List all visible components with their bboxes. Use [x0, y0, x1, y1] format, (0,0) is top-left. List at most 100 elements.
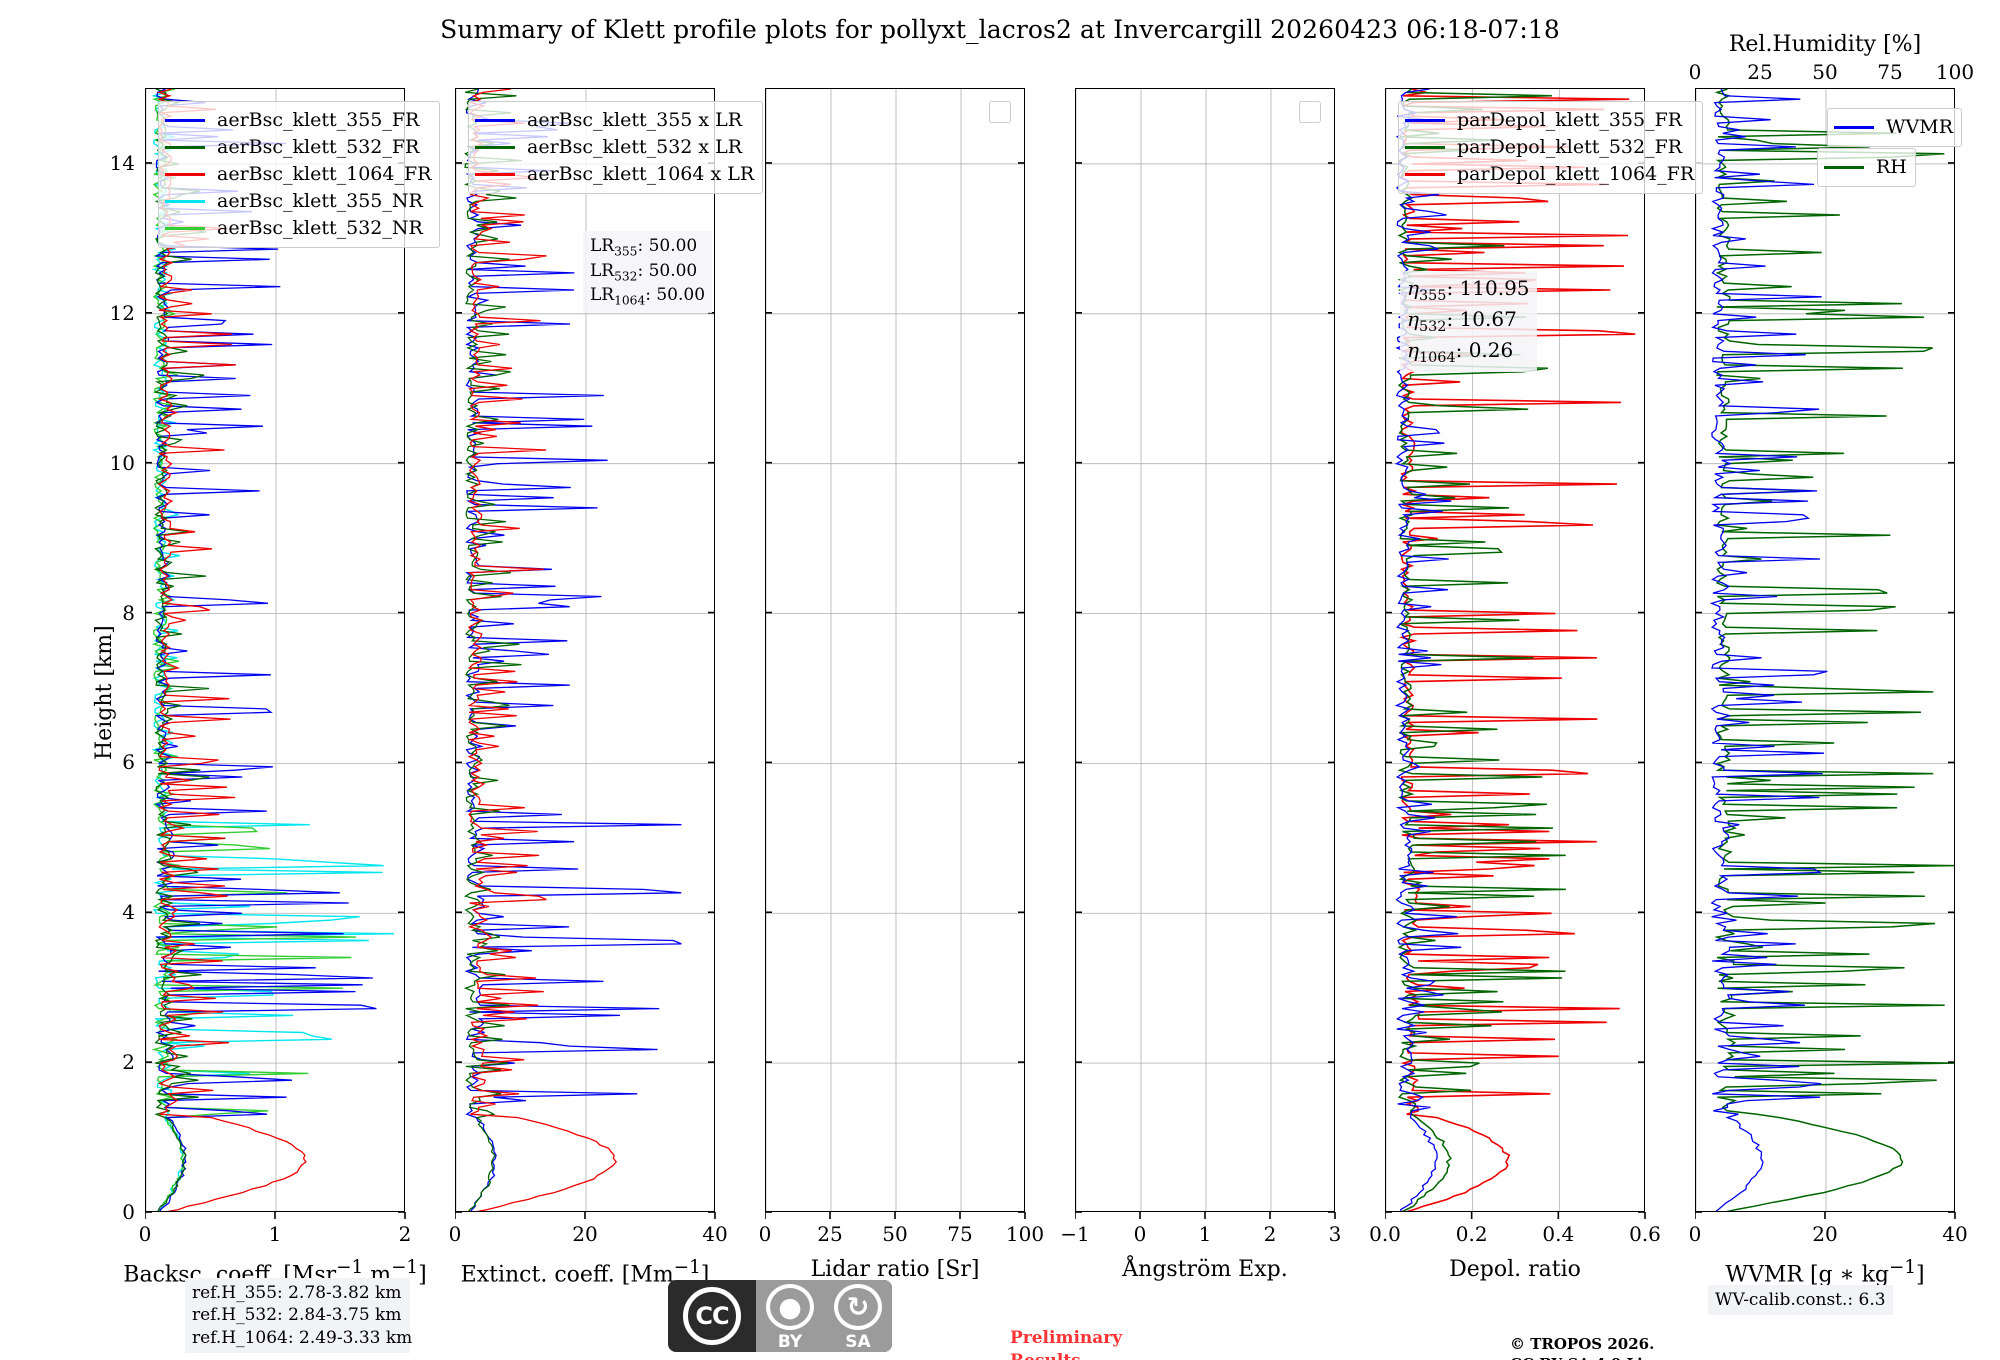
- plot-area-extinction: [456, 89, 714, 1211]
- cc-sa-label: SA: [845, 1332, 871, 1352]
- legend-item-aerbsc-klett-1064-x-lr[interactable]: aerBsc_klett_1064 x LR: [475, 161, 754, 188]
- y-tick-8: 8: [122, 600, 135, 625]
- x-tick-angstrom-0: −1: [1060, 1222, 1090, 1246]
- x-tick-lidar-ratio-1: 25: [817, 1222, 843, 1246]
- legend-color-swatch: [165, 227, 205, 230]
- tropos-line-2: CC BY SA 4.0 License.: [1510, 1354, 1696, 1360]
- x-tick-wvmr-2: 40: [1942, 1222, 1968, 1246]
- preliminary-note: Preliminary Results.: [1010, 1327, 1122, 1360]
- preliminary-line-2: Results.: [1010, 1350, 1122, 1360]
- plot-panel-lidar-ratio: [765, 88, 1025, 1212]
- x-tick-angstrom-3: 2: [1263, 1222, 1277, 1246]
- cc-logo-circle: CC: [683, 1287, 741, 1345]
- top-axis-label-rh: Rel.Humidity [%]: [1728, 32, 1922, 57]
- legend-color-swatch: [165, 146, 205, 149]
- eta-532: η532: 10.67: [1407, 307, 1517, 336]
- x-tick-lidar-ratio-0: 0: [758, 1222, 772, 1246]
- legend-label: parDepol_klett_532_FR: [1457, 136, 1683, 158]
- legend-item-aerbsc-klett-355-fr[interactable]: aerBsc_klett_355_FR: [165, 107, 431, 134]
- plot-panel-depolarization: [1385, 88, 1645, 1212]
- x-tick-wvmr-1: 20: [1812, 1222, 1838, 1246]
- legend-color-swatch: [475, 173, 515, 176]
- rh-top-tick-0: 0: [1688, 60, 1702, 84]
- legend-color-swatch: [165, 119, 205, 122]
- legend-item-aerbsc-klett-1064-fr[interactable]: aerBsc_klett_1064_FR: [165, 161, 431, 188]
- legend-item-aerbsc-klett-532-x-lr[interactable]: aerBsc_klett_532 x LR: [475, 134, 754, 161]
- y-tick-6: 6: [122, 750, 135, 775]
- lidar-ratio-1064: LR1064: 50.00: [590, 285, 706, 308]
- legend-label: RH: [1876, 156, 1907, 178]
- x-tick-lidar-ratio-4: 100: [1005, 1222, 1045, 1246]
- x-tick-backscatter-0: 0: [138, 1222, 152, 1246]
- ref-height-355: ref.H_355: 2.78-3.82 km: [192, 1283, 402, 1303]
- plot-panel-wvmr: [1695, 88, 1955, 1212]
- legend-color-swatch: [1405, 173, 1445, 176]
- legend-depolarization[interactable]: parDepol_klett_355_FR parDepol_klett_532_…: [1398, 101, 1704, 194]
- legend-item-pardepol-klett-532-fr[interactable]: parDepol_klett_532_FR: [1405, 134, 1694, 161]
- wv-calib-box: WV-calib.const.: 6.3: [1708, 1285, 1893, 1316]
- legend-label: parDepol_klett_1064_FR: [1457, 163, 1695, 185]
- legend-color-swatch: [165, 200, 205, 203]
- x-tick-depolarization-0: 0.0: [1369, 1222, 1401, 1246]
- legend-empty-lidar-ratio[interactable]: [989, 101, 1011, 123]
- x-tick-backscatter-2: 2: [398, 1222, 412, 1246]
- legend-rh[interactable]: RH: [1817, 148, 1916, 187]
- eta-1064: η1064: 0.26: [1407, 338, 1514, 367]
- legend-color-swatch: [475, 146, 515, 149]
- legend-color-swatch: [1824, 166, 1864, 169]
- plot-area-backscatter: [146, 89, 404, 1211]
- x-axis-label-depolarization: Depol. ratio: [1449, 1257, 1581, 1282]
- tropos-line-1: © TROPOS 2026.: [1510, 1335, 1655, 1353]
- x-tick-depolarization-3: 0.6: [1629, 1222, 1661, 1246]
- cc-license-badge: CC ● BY ↻ SA: [668, 1280, 892, 1352]
- legend-color-swatch: [1405, 146, 1445, 149]
- x-tick-backscatter-1: 1: [268, 1222, 282, 1246]
- plot-area-angstrom: [1076, 89, 1334, 1211]
- x-axis-label-angstrom: Ångström Exp.: [1122, 1257, 1288, 1282]
- tropos-copyright: © TROPOS 2026. CC BY SA 4.0 License.: [1510, 1334, 1696, 1360]
- legend-item-aerbsc-klett-532-fr[interactable]: aerBsc_klett_532_FR: [165, 134, 431, 161]
- x-tick-extinction-1: 20: [572, 1222, 598, 1246]
- eta-355: η355: 110.95: [1407, 276, 1530, 304]
- y-axis-label: Height [km]: [92, 625, 117, 760]
- legend-color-swatch: [475, 119, 515, 122]
- y-tick-12: 12: [109, 300, 135, 325]
- legend-wvmr[interactable]: WVMR: [1827, 108, 1963, 147]
- y-tick-4: 4: [122, 900, 135, 925]
- preliminary-line-1: Preliminary: [1010, 1328, 1123, 1348]
- plot-area-wvmr: [1696, 89, 1954, 1211]
- ref-heights-box: ref.H_355: 2.78-3.82 km ref.H_532: 2.84-…: [185, 1278, 413, 1354]
- legend-empty-angstrom[interactable]: [1299, 101, 1321, 123]
- page-title: Summary of Klett profile plots for polly…: [440, 15, 1560, 44]
- x-tick-lidar-ratio-2: 50: [882, 1222, 908, 1246]
- x-axis-label-lidar-ratio: Lidar ratio [Sr]: [810, 1257, 980, 1282]
- legend-item-aerbsc-klett-532-nr[interactable]: aerBsc_klett_532_NR: [165, 215, 431, 242]
- rh-top-tick-50: 50: [1812, 60, 1838, 84]
- legend-item-aerbsc-klett-355-x-lr[interactable]: aerBsc_klett_355 x LR: [475, 107, 754, 134]
- wv-calib-value: WV-calib.const.: 6.3: [1715, 1290, 1886, 1310]
- x-tick-extinction-2: 40: [702, 1222, 728, 1246]
- ref-height-1064: ref.H_1064: 2.49-3.33 km: [192, 1327, 413, 1348]
- y-tick-2: 2: [122, 1050, 135, 1075]
- legend-extinction[interactable]: aerBsc_klett_355 x LR aerBsc_klett_532 x …: [468, 101, 764, 194]
- rh-top-tick-25: 25: [1747, 60, 1773, 84]
- legend-label: aerBsc_klett_355_NR: [217, 190, 423, 212]
- ref-height-532: ref.H_532: 2.84-3.75 km: [192, 1305, 402, 1326]
- cc-sa-cell: ↻ SA: [824, 1280, 892, 1352]
- x-axis-label-extinction: Extinct. coeff. [Mm−1]: [460, 1257, 710, 1288]
- legend-label: aerBsc_klett_355_FR: [217, 109, 420, 131]
- legend-item-rh[interactable]: RH: [1824, 154, 1907, 181]
- plot-panel-backscatter: [145, 88, 405, 1212]
- legend-label: aerBsc_klett_1064 x LR: [527, 163, 755, 185]
- legend-item-pardepol-klett-1064-fr[interactable]: parDepol_klett_1064_FR: [1405, 161, 1694, 188]
- legend-backscatter[interactable]: aerBsc_klett_355_FR aerBsc_klett_532_FR ae…: [158, 101, 441, 248]
- legend-item-aerbsc-klett-355-nr[interactable]: aerBsc_klett_355_NR: [165, 188, 431, 215]
- legend-label: aerBsc_klett_532_NR: [217, 217, 423, 239]
- legend-label: aerBsc_klett_355 x LR: [527, 109, 743, 131]
- person-icon: ●: [766, 1284, 814, 1330]
- legend-item-wvmr[interactable]: WVMR: [1834, 114, 1953, 141]
- legend-label: WVMR: [1886, 116, 1954, 138]
- legend-item-pardepol-klett-355-fr[interactable]: parDepol_klett_355_FR: [1405, 107, 1694, 134]
- x-tick-depolarization-1: 0.2: [1455, 1222, 1488, 1246]
